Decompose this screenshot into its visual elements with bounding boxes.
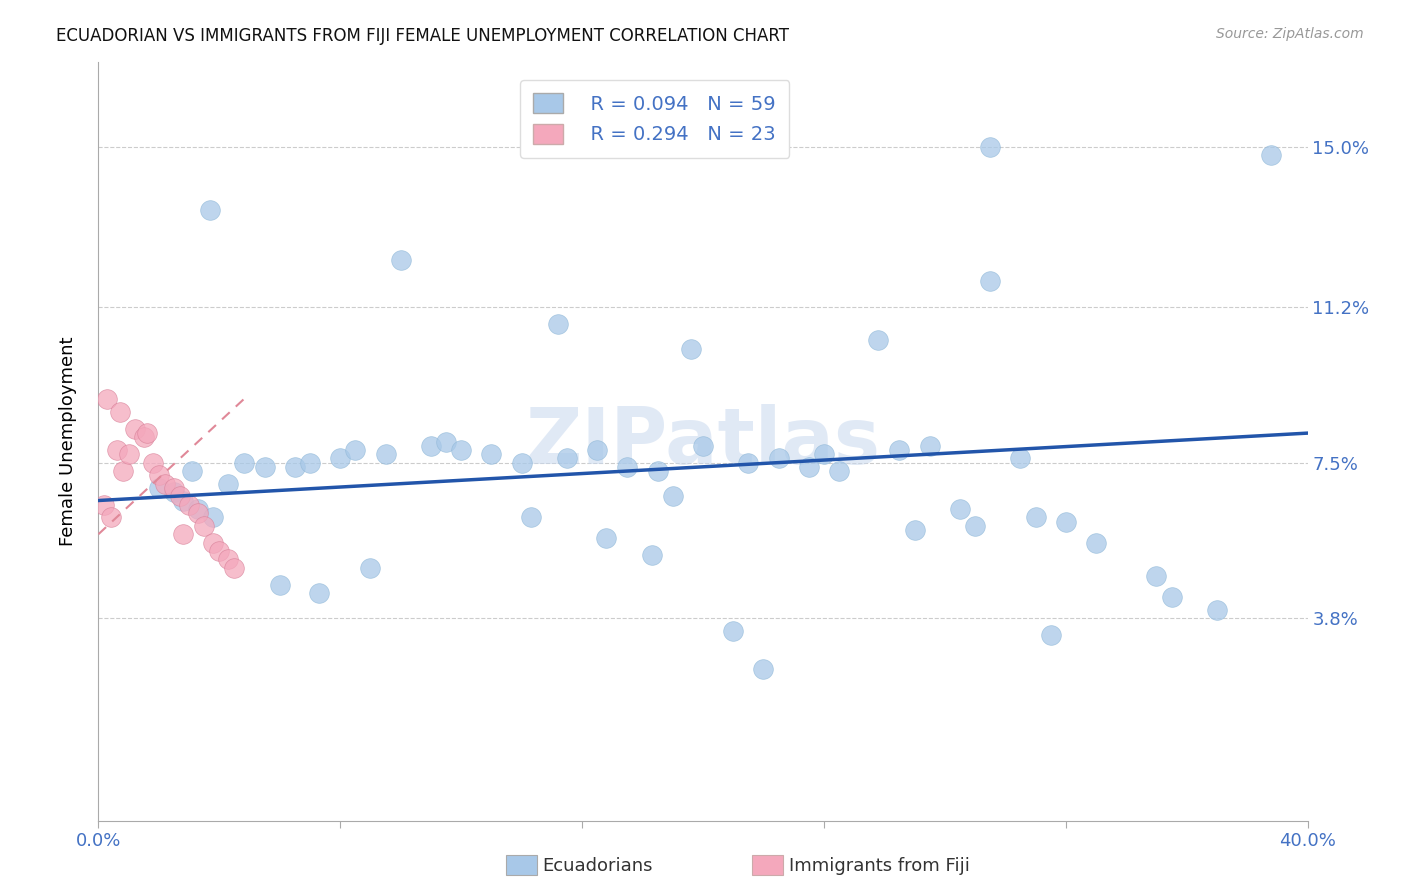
Point — [519, 510, 541, 524]
Point — [202, 535, 225, 549]
Point — [547, 317, 569, 331]
Point — [1144, 569, 1167, 583]
Point — [797, 459, 820, 474]
Point — [723, 624, 745, 639]
Point — [329, 451, 352, 466]
Point — [616, 459, 638, 474]
Point — [181, 464, 204, 478]
Point — [172, 493, 194, 508]
Point — [661, 489, 683, 503]
Point — [979, 275, 1001, 289]
Point — [253, 459, 276, 474]
Point — [868, 334, 890, 348]
Point — [284, 459, 307, 474]
Point — [187, 506, 209, 520]
Point — [481, 447, 503, 461]
Point — [179, 498, 201, 512]
Point — [1054, 515, 1077, 529]
Legend:   R = 0.094   N = 59,   R = 0.294   N = 23: R = 0.094 N = 59, R = 0.294 N = 23 — [520, 79, 789, 158]
Point — [1260, 148, 1282, 162]
Point — [172, 527, 194, 541]
Point — [949, 502, 972, 516]
Point — [96, 392, 118, 407]
Point — [1024, 510, 1046, 524]
Point — [918, 439, 941, 453]
Point — [208, 544, 231, 558]
Point — [813, 447, 835, 461]
Point — [148, 481, 170, 495]
Point — [100, 510, 122, 524]
Point — [389, 253, 412, 268]
Point — [135, 426, 157, 441]
Point — [217, 552, 239, 566]
Point — [148, 468, 170, 483]
Point — [105, 442, 128, 457]
Point — [1085, 535, 1108, 549]
Point — [153, 476, 176, 491]
Point — [224, 561, 246, 575]
Point — [202, 510, 225, 524]
Point — [111, 464, 134, 478]
Point — [269, 578, 291, 592]
Point — [555, 451, 578, 466]
Point — [344, 442, 367, 457]
Point — [768, 451, 790, 466]
Point — [132, 430, 155, 444]
Point — [510, 456, 533, 470]
Point — [163, 481, 186, 495]
Text: Ecuadorians: Ecuadorians — [543, 857, 654, 875]
Point — [1039, 628, 1062, 642]
Text: Source: ZipAtlas.com: Source: ZipAtlas.com — [1216, 27, 1364, 41]
Text: ECUADORIAN VS IMMIGRANTS FROM FIJI FEMALE UNEMPLOYMENT CORRELATION CHART: ECUADORIAN VS IMMIGRANTS FROM FIJI FEMAL… — [56, 27, 789, 45]
Point — [828, 464, 851, 478]
Point — [142, 456, 165, 470]
Point — [979, 139, 1001, 153]
Point — [752, 662, 775, 676]
Point — [679, 342, 702, 356]
Point — [200, 202, 222, 217]
Text: Immigrants from Fiji: Immigrants from Fiji — [789, 857, 970, 875]
Point — [965, 518, 987, 533]
Point — [595, 532, 617, 546]
Point — [360, 561, 382, 575]
Point — [93, 498, 115, 512]
Point — [124, 422, 146, 436]
Point — [169, 489, 191, 503]
Point — [308, 586, 330, 600]
Point — [1010, 451, 1032, 466]
Point — [450, 442, 472, 457]
Point — [1206, 603, 1229, 617]
Point — [232, 456, 254, 470]
Text: ZIPatlas: ZIPatlas — [526, 403, 880, 480]
Point — [1160, 591, 1182, 605]
Point — [904, 523, 927, 537]
Point — [299, 456, 322, 470]
Point — [737, 456, 759, 470]
Point — [108, 405, 131, 419]
Point — [374, 447, 396, 461]
Point — [217, 476, 239, 491]
Point — [647, 464, 669, 478]
Point — [692, 439, 714, 453]
Point — [420, 439, 443, 453]
Y-axis label: Female Unemployment: Female Unemployment — [59, 337, 77, 546]
Point — [640, 548, 662, 563]
Point — [163, 485, 186, 500]
Point — [118, 447, 141, 461]
Point — [187, 502, 209, 516]
Point — [586, 442, 609, 457]
Point — [434, 434, 457, 449]
Point — [889, 442, 911, 457]
Point — [193, 518, 215, 533]
